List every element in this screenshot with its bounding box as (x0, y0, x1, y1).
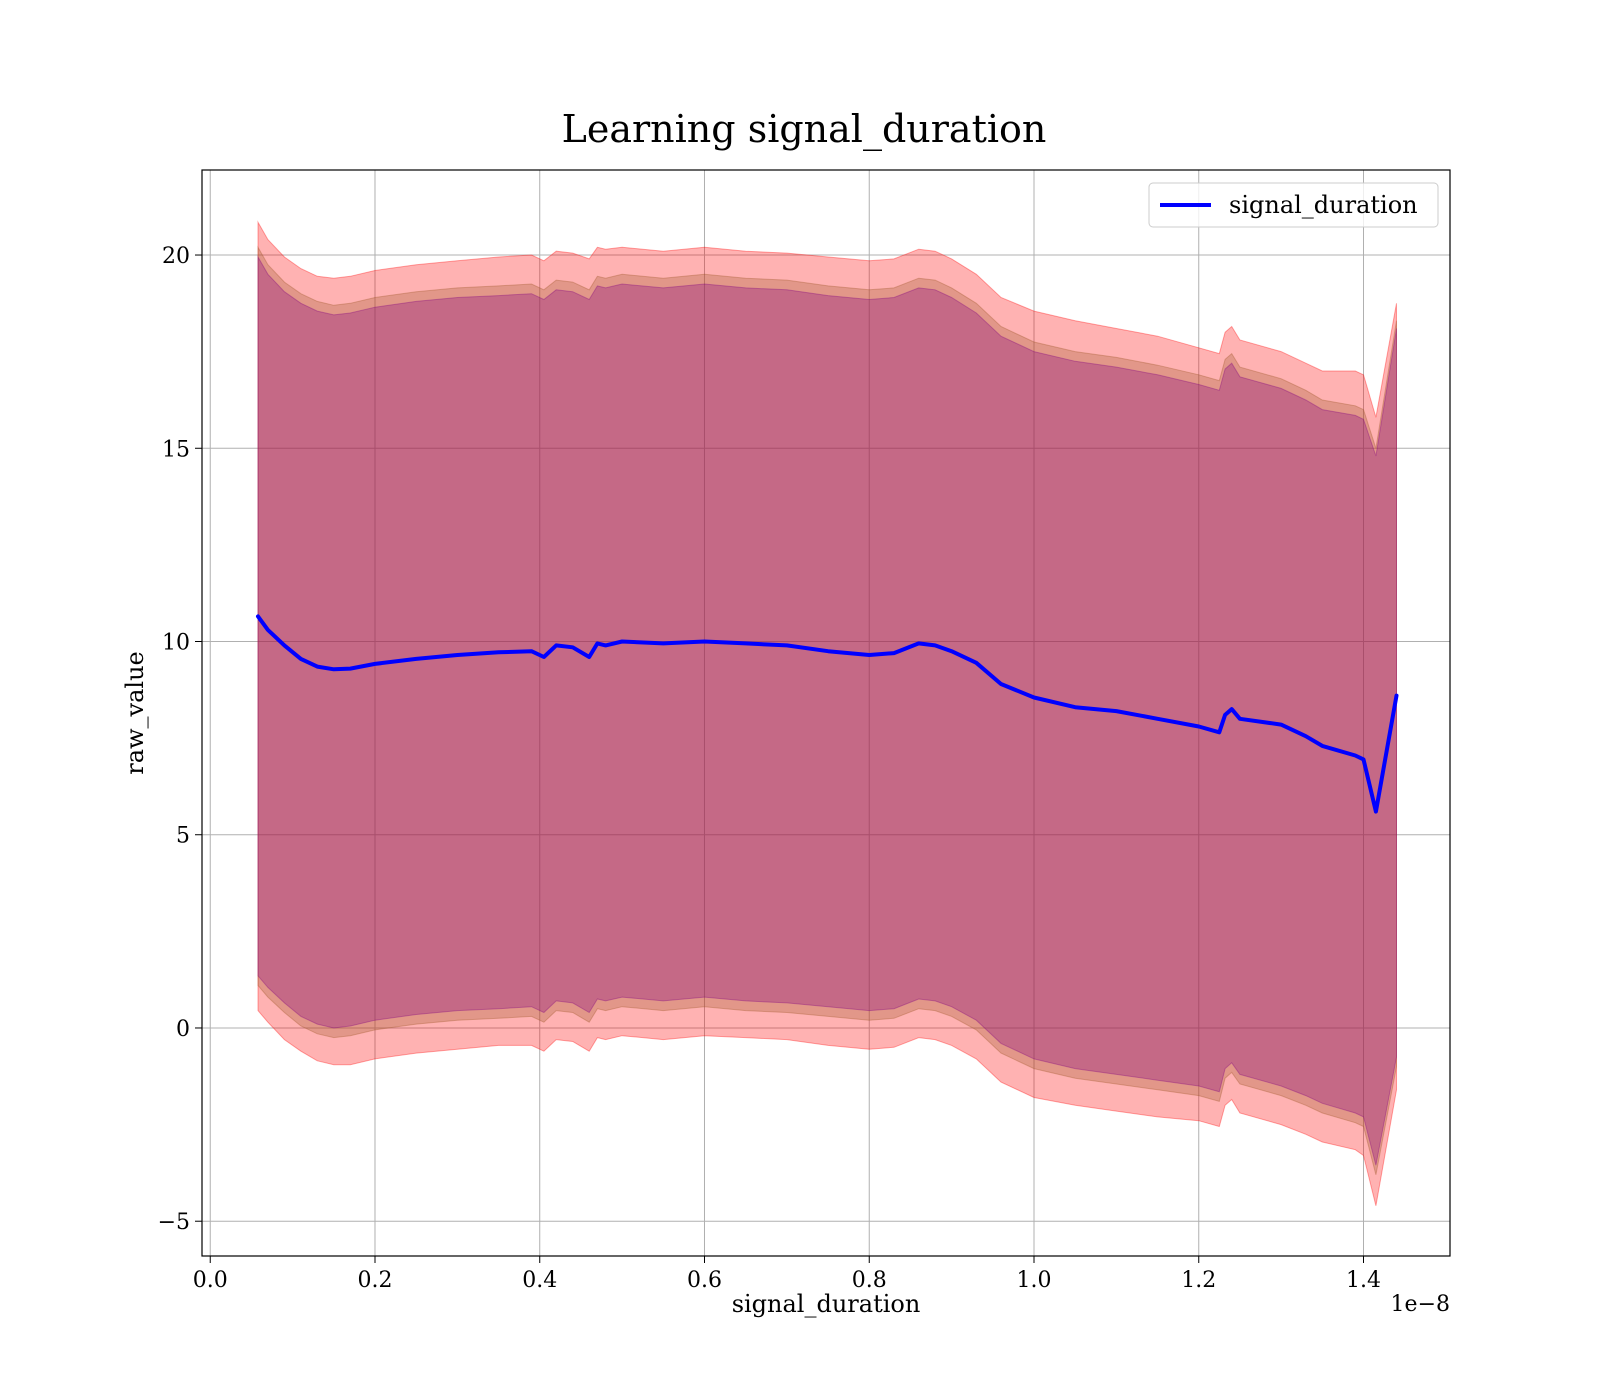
band-inner (257, 255, 1397, 1166)
y-tick-label: 15 (162, 437, 190, 462)
x-tick-label: 1.4 (1346, 1268, 1381, 1293)
x-tick-label: 0.2 (357, 1268, 392, 1293)
x-tick-label: 0.8 (852, 1268, 887, 1293)
x-axis-scale-label: 1e−8 (1391, 1292, 1450, 1317)
chart-title: Learning signal_duration (562, 107, 1047, 152)
legend: signal_duration (1148, 182, 1439, 228)
y-tick-label: 0 (176, 1017, 190, 1042)
x-tick-label: 1.0 (1017, 1268, 1052, 1293)
y-axis-label: raw_value (121, 651, 149, 775)
y-tick-label: 10 (162, 631, 190, 656)
confidence-bands (257, 220, 1397, 1206)
legend-label-signal-duration: signal_duration (1229, 191, 1418, 219)
x-axis-label: signal_duration (732, 1290, 921, 1318)
y-tick-label: −5 (158, 1210, 190, 1235)
y-axis-ticks: −5 0 5 10 15 20 (158, 244, 202, 1235)
legend-box (1148, 182, 1439, 228)
x-tick-label: 0.0 (193, 1268, 228, 1293)
series-lines (256, 614, 1399, 814)
grid (202, 170, 1450, 1256)
plot-frame (201, 169, 1451, 1257)
x-tick-label: 0.4 (522, 1268, 557, 1293)
x-tick-label: 1.2 (1181, 1268, 1216, 1293)
band-outer (257, 220, 1397, 1206)
x-tick-label: 0.6 (687, 1268, 722, 1293)
x-axis-ticks: 0.0 0.2 0.4 0.6 0.8 1.0 1.2 1.4 (193, 1256, 1381, 1293)
y-tick-label: 20 (162, 244, 190, 269)
band-middle (257, 245, 1397, 1175)
series-line-signal-duration (256, 614, 1399, 814)
y-tick-label: 5 (176, 824, 190, 849)
